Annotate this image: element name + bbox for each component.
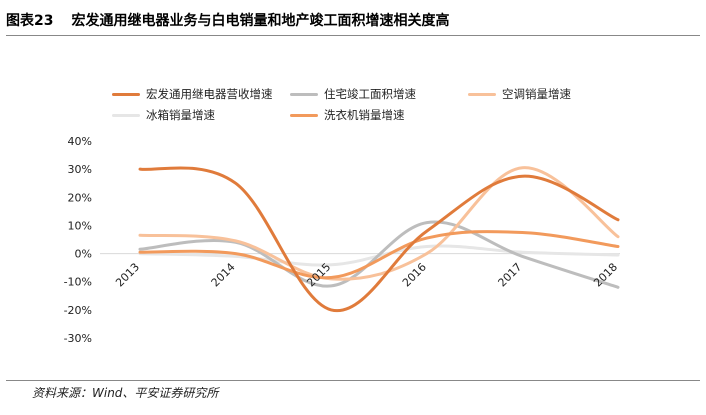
legend-label-revenue: 宏发通用继电器营收增速	[146, 87, 273, 101]
legend-swatch-fridge	[112, 113, 140, 117]
y-tick-label: -30%	[64, 332, 92, 345]
legend-item-fridge: 冰箱销量增速	[112, 106, 215, 124]
y-axis-ticks: -30% -20% -10% 0% 10% 20% 30% 40%	[64, 135, 92, 345]
legend-swatch-housing	[290, 92, 318, 96]
legend-label-washer: 洗衣机销量增速	[324, 108, 405, 122]
legend-label-fridge: 冰箱销量增速	[146, 108, 215, 122]
series-line-housing	[138, 220, 620, 289]
y-tick-label: 30%	[68, 163, 92, 176]
y-tick-label: 20%	[68, 191, 92, 204]
header-divider	[6, 35, 700, 36]
y-tick-label: 0%	[75, 248, 92, 261]
footer-divider	[6, 380, 700, 381]
legend-item-ac: 空调销量增速	[468, 85, 571, 103]
legend-item-revenue: 宏发通用继电器营收增速	[112, 85, 273, 103]
chart-legend: 宏发通用继电器营收增速 住宅竣工面积增速 空调销量增速 冰箱销量增速 洗衣机销量…	[0, 0, 706, 130]
figure-header: 图表23 宏发通用继电器业务与白电销量和地产竣工面积增速相关度高	[6, 10, 700, 38]
x-tick-label: 2014	[209, 261, 238, 290]
legend-swatch-washer	[290, 113, 318, 117]
figure-number: 图表23	[6, 13, 54, 29]
series-line-washer	[138, 230, 620, 280]
legend-label-ac: 空调销量增速	[502, 87, 571, 101]
legend-swatch-ac	[468, 92, 496, 96]
series-lines	[138, 166, 620, 313]
legend-item-housing: 住宅竣工面积增速	[290, 85, 416, 103]
legend-swatch-revenue	[112, 92, 140, 96]
figure-title-text: 宏发通用继电器业务与白电销量和地产竣工面积增速相关度高	[71, 13, 450, 29]
y-tick-label: -20%	[64, 304, 92, 317]
legend-item-washer: 洗衣机销量增速	[290, 106, 405, 124]
y-tick-label: 10%	[68, 219, 92, 232]
line-chart: -30%-20%-10%0%10%20%30%40% 2013 2014 2015 2…	[64, 135, 621, 345]
source-note: 资料来源：Wind、平安证券研究所	[32, 386, 219, 400]
y-tick-label: 40%	[68, 135, 92, 148]
series-line-revenue	[138, 166, 620, 313]
legend-label-housing: 住宅竣工面积增速	[324, 87, 416, 101]
figure-title: 图表23 宏发通用继电器业务与白电销量和地产竣工面积增速相关度高	[6, 10, 449, 30]
series-line-ac	[138, 166, 620, 281]
y-tick-label: -10%	[64, 276, 92, 289]
x-tick-label: 2013	[113, 261, 142, 290]
x-tick-label: 2017	[496, 261, 525, 290]
